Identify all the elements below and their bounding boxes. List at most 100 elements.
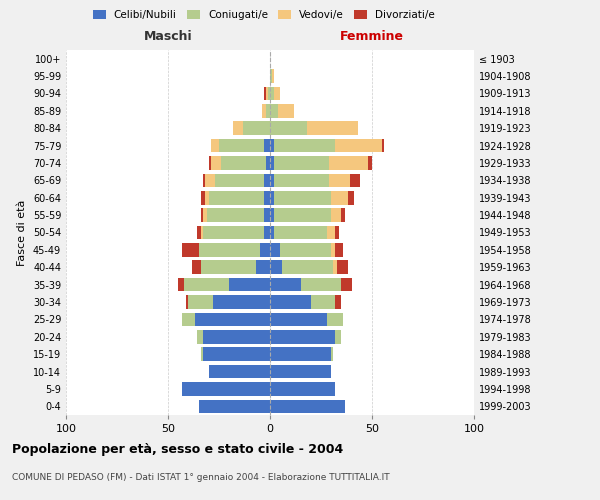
Bar (331, 191, 347, 204)
Bar (335, 243, 343, 256)
Bar (264, 139, 270, 152)
Bar (256, 260, 270, 274)
Bar (182, 382, 270, 396)
Bar (221, 156, 266, 170)
Bar (244, 122, 270, 135)
Bar (200, 260, 256, 274)
Bar (194, 312, 270, 326)
Bar (200, 191, 205, 204)
Bar (264, 208, 270, 222)
Bar (209, 365, 270, 378)
Bar (270, 295, 311, 309)
Bar (188, 295, 213, 309)
Bar (278, 104, 295, 118)
Bar (335, 330, 341, 344)
Bar (329, 156, 368, 170)
Bar (270, 208, 274, 222)
Bar (341, 278, 352, 291)
Bar (207, 208, 264, 222)
Y-axis label: Fasce di età: Fasce di età (17, 200, 27, 266)
Bar (331, 208, 341, 222)
Bar (331, 348, 333, 361)
Bar (329, 174, 350, 187)
Bar (266, 156, 270, 170)
Bar (270, 226, 274, 239)
Bar (270, 104, 278, 118)
Bar (205, 174, 215, 187)
Bar (272, 70, 274, 83)
Bar (270, 156, 274, 170)
Text: Popolazione per età, sesso e stato civile - 2004: Popolazione per età, sesso e stato civil… (12, 442, 343, 456)
Bar (270, 278, 301, 291)
Bar (274, 208, 331, 222)
Bar (203, 330, 270, 344)
Bar (205, 191, 209, 204)
Bar (266, 86, 268, 100)
Bar (270, 348, 331, 361)
Text: COMUNE DI PEDASO (FM) - Dati ISTAT 1° gennaio 2004 - Elaborazione TUTTITALIA.IT: COMUNE DI PEDASO (FM) - Dati ISTAT 1° ge… (12, 472, 389, 482)
Bar (200, 208, 203, 222)
Bar (311, 295, 335, 309)
Bar (341, 208, 346, 222)
Bar (203, 348, 270, 361)
Bar (203, 226, 264, 239)
Bar (307, 122, 358, 135)
Bar (182, 312, 194, 326)
Bar (274, 156, 329, 170)
Bar (337, 260, 347, 274)
Bar (335, 295, 341, 309)
Bar (266, 104, 270, 118)
Bar (350, 174, 360, 187)
Bar (264, 174, 270, 187)
Bar (382, 139, 384, 152)
Bar (213, 295, 270, 309)
Bar (333, 260, 337, 274)
Bar (268, 86, 270, 100)
Bar (270, 365, 331, 378)
Bar (209, 191, 264, 204)
Bar (270, 86, 274, 100)
Bar (270, 70, 272, 83)
Bar (260, 243, 270, 256)
Bar (270, 260, 282, 274)
Bar (197, 330, 203, 344)
Bar (270, 243, 280, 256)
Bar (270, 122, 307, 135)
Bar (184, 278, 229, 291)
Bar (282, 260, 333, 274)
Legend: Celibi/Nubili, Coniugati/e, Vedovi/e, Divorziati/e: Celibi/Nubili, Coniugati/e, Vedovi/e, Di… (91, 8, 437, 22)
Bar (187, 295, 188, 309)
Text: Maschi: Maschi (143, 30, 193, 43)
Bar (264, 191, 270, 204)
Bar (199, 400, 270, 413)
Bar (368, 156, 372, 170)
Bar (200, 348, 203, 361)
Bar (264, 226, 270, 239)
Bar (331, 243, 335, 256)
Bar (203, 208, 207, 222)
Bar (264, 86, 266, 100)
Bar (270, 139, 274, 152)
Bar (327, 312, 343, 326)
Bar (301, 278, 341, 291)
Bar (327, 226, 335, 239)
Bar (270, 330, 335, 344)
Bar (335, 139, 382, 152)
Bar (270, 191, 274, 204)
Bar (199, 243, 260, 256)
Bar (274, 226, 327, 239)
Bar (219, 139, 264, 152)
Bar (270, 312, 327, 326)
Bar (347, 191, 353, 204)
Bar (197, 226, 200, 239)
Bar (211, 156, 221, 170)
Bar (193, 260, 200, 274)
Bar (335, 226, 340, 239)
Bar (229, 278, 270, 291)
Bar (270, 174, 274, 187)
Bar (280, 243, 331, 256)
Bar (209, 156, 211, 170)
Bar (274, 174, 329, 187)
Bar (262, 104, 266, 118)
Bar (178, 278, 184, 291)
